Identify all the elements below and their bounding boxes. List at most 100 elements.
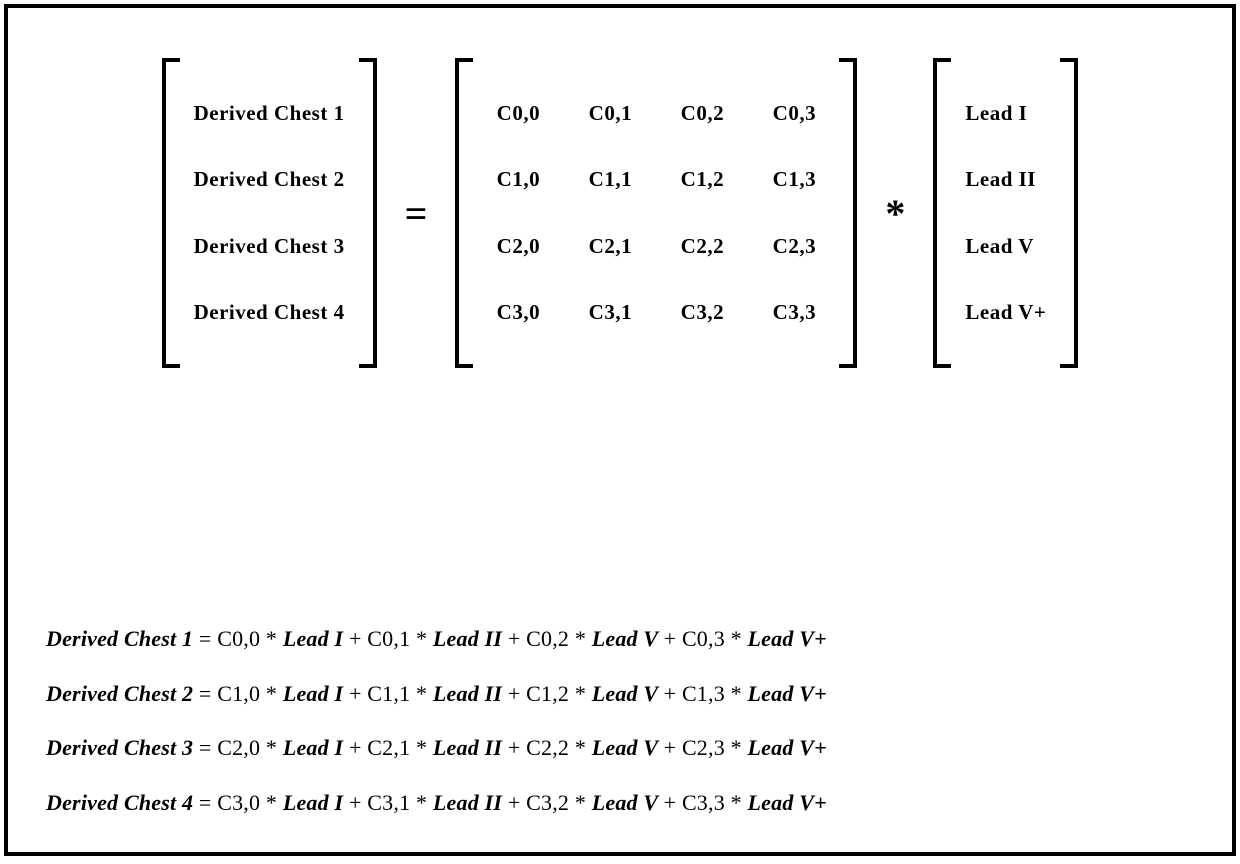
matrix-cell: C2,0 (487, 234, 549, 259)
eq-mult: * (416, 735, 433, 760)
bracket-right-icon (839, 58, 857, 368)
result-vector-cell: Derived Chest 1 (194, 101, 345, 126)
eq-coeff: C0,1 (367, 626, 416, 651)
eq-plus: + (664, 681, 682, 706)
eq-var: Lead II (433, 790, 508, 815)
eq-coeff: C3,3 (682, 790, 731, 815)
eq-mult: * (575, 735, 592, 760)
equation-line: Derived Chest 4 = C3,0 * Lead I + C3,1 *… (46, 790, 1194, 816)
eq-coeff: C1,0 (217, 681, 266, 706)
matrix-cell: C0,3 (763, 101, 825, 126)
eq-coeff: C2,1 (367, 735, 416, 760)
eq-mult: * (731, 790, 748, 815)
eq-mult: * (731, 735, 748, 760)
eq-mult: * (266, 626, 283, 651)
equals-operator: = (399, 190, 434, 237)
result-vector: Derived Chest 1 Derived Chest 2 Derived … (180, 58, 359, 368)
eq-plus: + (349, 790, 367, 815)
eq-var: Lead I (283, 790, 349, 815)
bracket-left-icon (455, 58, 473, 368)
input-vector-cell: Lead V (965, 234, 1046, 259)
input-vector: Lead I Lead II Lead V Lead V+ (951, 58, 1060, 368)
eq-equals: = (199, 790, 217, 815)
eq-var: Lead II (433, 735, 508, 760)
eq-var: Lead II (433, 626, 508, 651)
eq-mult: * (575, 626, 592, 651)
bracket-right-icon (359, 58, 377, 368)
matrix-cell: C2,2 (671, 234, 733, 259)
input-vector-cell: Lead V+ (965, 300, 1046, 325)
eq-plus: + (349, 681, 367, 706)
eq-var: Lead V+ (748, 681, 827, 706)
eq-coeff: C1,1 (367, 681, 416, 706)
matrix-cell: C3,3 (763, 300, 825, 325)
matrix-cell: C1,2 (671, 167, 733, 192)
eq-coeff: C0,0 (217, 626, 266, 651)
result-vector-bracket: Derived Chest 1 Derived Chest 2 Derived … (162, 58, 377, 368)
eq-mult: * (266, 735, 283, 760)
eq-var: Lead V+ (748, 735, 827, 760)
eq-mult: * (416, 681, 433, 706)
eq-coeff: C3,1 (367, 790, 416, 815)
matrix-cell: C3,0 (487, 300, 549, 325)
eq-var: Lead V (592, 790, 664, 815)
matrix-row: C0,0 C0,1 C0,2 C0,3 (487, 101, 825, 126)
matrix-cell: C2,1 (579, 234, 641, 259)
matrix-cell: C0,0 (487, 101, 549, 126)
eq-var: Lead I (283, 735, 349, 760)
matrix-cell: C1,0 (487, 167, 549, 192)
eq-coeff: C2,0 (217, 735, 266, 760)
result-vector-cell: Derived Chest 2 (194, 167, 345, 192)
eq-var: Lead V+ (748, 626, 827, 651)
coeff-matrix: C0,0 C0,1 C0,2 C0,3 C1,0 C1,1 C1,2 C1,3 … (473, 58, 839, 368)
eq-mult: * (731, 626, 748, 651)
matrix-cell: C0,1 (579, 101, 641, 126)
result-vector-cell: Derived Chest 3 (194, 234, 345, 259)
eq-var: Lead V+ (748, 790, 827, 815)
matrix-cell: C0,2 (671, 101, 733, 126)
eq-plus: + (664, 790, 682, 815)
eq-mult: * (416, 626, 433, 651)
eq-lhs: Derived Chest 1 (46, 626, 199, 651)
matrix-equation-row: Derived Chest 1 Derived Chest 2 Derived … (38, 58, 1202, 368)
eq-mult: * (266, 681, 283, 706)
eq-mult: * (731, 681, 748, 706)
equation-line: Derived Chest 1 = C0,0 * Lead I + C0,1 *… (46, 626, 1194, 652)
eq-var: Lead I (283, 681, 349, 706)
bracket-left-icon (162, 58, 180, 368)
eq-var: Lead I (283, 626, 349, 651)
input-vector-bracket: Lead I Lead II Lead V Lead V+ (933, 58, 1078, 368)
eq-coeff: C1,2 (526, 681, 575, 706)
expanded-equations: Derived Chest 1 = C0,0 * Lead I + C0,1 *… (46, 626, 1194, 816)
eq-mult: * (575, 790, 592, 815)
bracket-right-icon (1060, 58, 1078, 368)
eq-plus: + (508, 735, 526, 760)
multiply-operator: * (879, 190, 911, 237)
eq-lhs: Derived Chest 3 (46, 735, 199, 760)
eq-plus: + (664, 626, 682, 651)
equation-line: Derived Chest 3 = C2,0 * Lead I + C2,1 *… (46, 735, 1194, 761)
eq-plus: + (349, 626, 367, 651)
eq-mult: * (416, 790, 433, 815)
equation-frame: Derived Chest 1 Derived Chest 2 Derived … (4, 4, 1236, 856)
input-vector-cell: Lead II (965, 167, 1046, 192)
matrix-row: C3,0 C3,1 C3,2 C3,3 (487, 300, 825, 325)
eq-coeff: C2,3 (682, 735, 731, 760)
eq-coeff: C0,3 (682, 626, 731, 651)
matrix-cell: C3,2 (671, 300, 733, 325)
eq-coeff: C2,2 (526, 735, 575, 760)
matrix-row: C2,0 C2,1 C2,2 C2,3 (487, 234, 825, 259)
eq-plus: + (508, 790, 526, 815)
eq-mult: * (266, 790, 283, 815)
input-vector-cell: Lead I (965, 101, 1046, 126)
eq-coeff: C0,2 (526, 626, 575, 651)
matrix-cell: C2,3 (763, 234, 825, 259)
matrix-row: C1,0 C1,1 C1,2 C1,3 (487, 167, 825, 192)
eq-equals: = (199, 681, 217, 706)
eq-plus: + (508, 681, 526, 706)
eq-var: Lead V (592, 626, 664, 651)
bracket-left-icon (933, 58, 951, 368)
eq-plus: + (508, 626, 526, 651)
equation-line: Derived Chest 2 = C1,0 * Lead I + C1,1 *… (46, 681, 1194, 707)
coeff-matrix-bracket: C0,0 C0,1 C0,2 C0,3 C1,0 C1,1 C1,2 C1,3 … (455, 58, 857, 368)
